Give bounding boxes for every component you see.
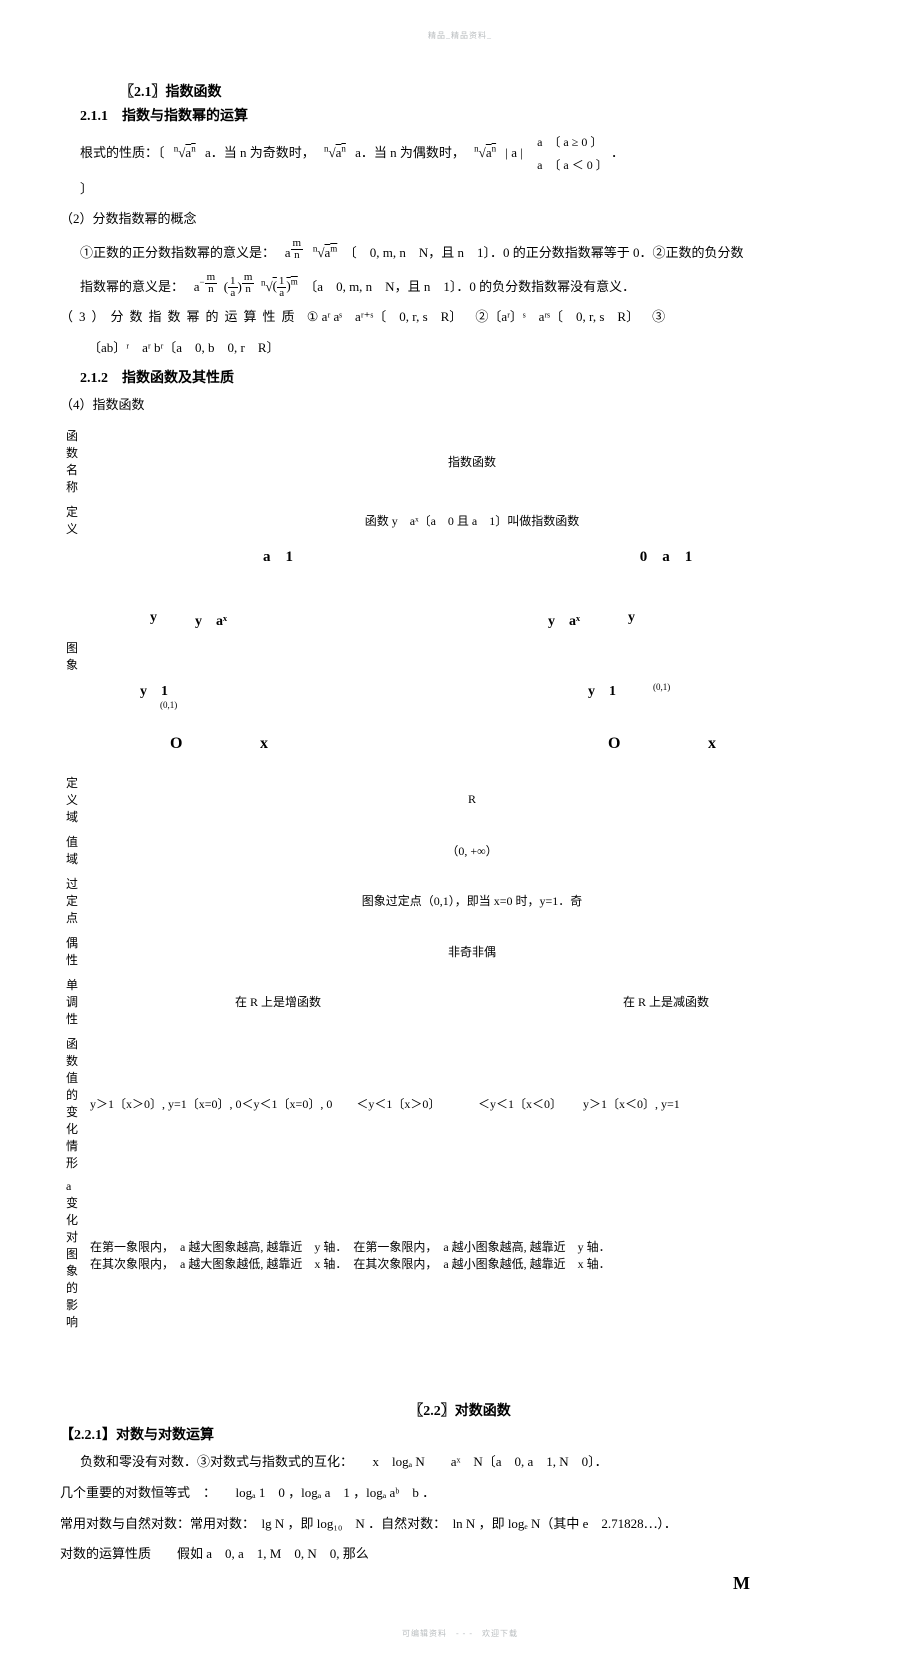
cell: R xyxy=(84,770,860,829)
graph-01: (0,1) xyxy=(653,682,673,692)
p3-4: 〔ab〕ʳ aʳ bʳ〔a 0, b 0, r R〕 xyxy=(88,336,860,361)
graph-x: x xyxy=(708,735,716,753)
big-m-letter: M xyxy=(733,1573,750,1593)
page-top-header: 精品_精品资料_ xyxy=(60,30,860,41)
cell: 偶性 xyxy=(60,930,84,972)
text: 根式的性质：〔 xyxy=(80,145,165,160)
cond: 〔 0, m, n N，且 n 1〕．0 的正分数指数幂等于 0．②正数的负分数 xyxy=(344,245,744,260)
cell: 在 R 上是减函数 xyxy=(472,972,860,1031)
graph-y: y xyxy=(150,610,157,626)
root-property-line: 根式的性质：〔 n√an a．当 n 为奇数时， n√an a．当 n 为偶数时… xyxy=(80,131,860,201)
table-row: 函数值的变化情形 y＞1〔x＞0〕, y=1〔x=0〕, 0＜y＜1〔x=0〕,… xyxy=(60,1031,860,1175)
abs: | a | xyxy=(505,145,522,160)
page-footer: 可编辑资料 - - - 欢迎下载 xyxy=(0,1628,920,1639)
cell: 图象过定点（0,1），即当 x=0 时，y=1．奇 xyxy=(84,871,860,930)
log-line-1: 负数和零没有对数．③对数式与指数式的互化： x logₐ N aˣ N〔a 0,… xyxy=(80,1450,860,1475)
p2: （2）分数指数幂的概念 xyxy=(60,207,860,232)
table-row: 定义域 R xyxy=(60,770,860,829)
text: 指数幂的意义是： xyxy=(80,278,184,293)
cell: 值域 xyxy=(60,829,84,871)
cell: y＞1〔x＞0〕, y=1〔x=0〕, 0＜y＜1〔x=0〕, 0 ＜y＜1〔x… xyxy=(84,1031,472,1175)
text: y＞1〔x＜0〕, y=1 xyxy=(583,1097,680,1111)
table-row: 过定点 图象过定点（0,1），即当 x=0 时，y=1．奇 xyxy=(60,871,860,930)
graph-o: O xyxy=(170,735,182,753)
cell: 非奇非偶 xyxy=(84,930,860,972)
cell: 函数名称 xyxy=(60,423,84,499)
cell: 单调性 xyxy=(60,972,84,1031)
cell: 图象 xyxy=(60,541,84,770)
title-221: 【2.2.1】对数与对数运算 xyxy=(60,1424,860,1444)
log-line-2: 几个重要的对数恒等式 ： logₐ 1 0 ，logₐ a 1 ，logₐ aᵇ… xyxy=(60,1481,860,1506)
graph-fn: y aˣ xyxy=(195,610,227,630)
cell: 指数函数 xyxy=(84,423,860,499)
title-211: 2.1.1 指数与指数幂的运算 xyxy=(80,105,860,125)
cell: 定义 xyxy=(60,499,84,541)
p3-2: ②〔aʳ〕ˢ aʳˢ〔 0, r, s R〕 xyxy=(475,309,639,324)
cell: 0 a 1 xyxy=(472,541,860,570)
cell: 函数值的变化情形 xyxy=(60,1031,84,1175)
p2a-line: ①正数的正分数指数幂的意义是： amn n√am 〔 0, m, n N，且 n… xyxy=(80,238,860,266)
cell: a 变化对图象的影响 xyxy=(60,1175,84,1334)
cell: 函数 y aˣ〔a 0 且 a 1〕叫做指数函数 xyxy=(84,499,860,541)
table-row-graph: y y aˣ y 1 (0,1) O x y aˣ y y 1 (0,1) O … xyxy=(60,570,860,770)
graph-o: O xyxy=(608,735,620,753)
graph-fn: y aˣ xyxy=(548,610,580,630)
cell: （0, +∞） xyxy=(84,829,860,871)
p3-line: （3）分数指数幂的运算性质 ① aʳ aˢ aʳ⁺ˢ〔 0, r, s R〕 ②… xyxy=(60,305,860,330)
table-row: 值域 （0, +∞） xyxy=(60,829,860,871)
graph-x: x xyxy=(260,735,268,753)
cell: 在第一象限内， a 越大图象越高, 越靠近 y 轴． 在第一象限内， a 越小图… xyxy=(84,1175,860,1334)
exp-fn-table: 函数名称 指数函数 定义 函数 y aˣ〔a 0 且 a 1〕叫做指数函数 图象… xyxy=(60,423,860,1334)
log-line-3: 常用对数与自然对数：常用对数： lg N ，即 log₁₀ N ．自然对数： l… xyxy=(60,1512,860,1537)
table-row: 偶性 非奇非偶 xyxy=(60,930,860,972)
cell: ＜y＜1〔x＜0〕 y＞1〔x＜0〕, y=1 xyxy=(472,1031,860,1175)
graph-01: (0,1) xyxy=(160,700,177,710)
cond: 0, m, n N，且 n 1〕．0 的负分数指数幂没有意义． xyxy=(336,278,635,293)
title-21: 〖2.1〗指数函数 xyxy=(120,81,860,101)
text: ＜y＜1〔x＜0〕 xyxy=(478,1097,562,1111)
graph-y: y xyxy=(628,610,635,626)
cond: 〔 a ＜ 0 〕 xyxy=(554,158,607,172)
graph-y1: y 1 xyxy=(140,680,168,700)
table-row: 单调性 在 R 上是增函数 在 R 上是减函数 xyxy=(60,972,860,1031)
text: a．当 n 为偶数时， xyxy=(355,145,465,160)
cell: 定义域 xyxy=(60,770,84,829)
p3-3: ③ xyxy=(652,309,665,324)
graph-right: y aˣ y y 1 (0,1) O x xyxy=(472,570,860,770)
table-row: a 变化对图象的影响 在第一象限内， a 越大图象越高, 越靠近 y 轴． 在第… xyxy=(60,1175,860,1334)
cond: 〔 a ≥ 0 〕 xyxy=(554,135,602,149)
cell: a 1 xyxy=(84,541,472,570)
table-row: 函数名称 指数函数 xyxy=(60,423,860,499)
title-212: 2.1.2 指数函数及其性质 xyxy=(80,367,860,387)
cell: 过定点 xyxy=(60,871,84,930)
p3-1: ① aʳ aˢ aʳ⁺ˢ〔 0, r, s R〕 xyxy=(307,309,463,324)
cell: 在 R 上是增函数 xyxy=(84,972,472,1031)
graph-y1: y 1 xyxy=(588,680,616,700)
log-line-4: 对数的运算性质 假如 a 0, a 1, M 0, N 0, 那么 xyxy=(60,1542,860,1567)
title-22: 〖2.2〗对数函数 xyxy=(60,1400,860,1420)
p3-lead: （3）分数指数幂的运算性质 xyxy=(60,309,301,324)
table-row: 图象 a 1 0 a 1 xyxy=(60,541,860,570)
text: ①正数的正分数指数幂的意义是： xyxy=(80,245,275,260)
text: a．当 n 为奇数时， xyxy=(205,145,315,160)
p4: （4）指数函数 xyxy=(60,393,860,418)
p2b-line: 指数幂的意义是： a−mn (1a)mn n√(1a)m 〔a 0, m, n … xyxy=(80,272,860,300)
table-row: 定义 函数 y aˣ〔a 0 且 a 1〕叫做指数函数 xyxy=(60,499,860,541)
graph-left: y y aˣ y 1 (0,1) O x xyxy=(84,570,472,770)
